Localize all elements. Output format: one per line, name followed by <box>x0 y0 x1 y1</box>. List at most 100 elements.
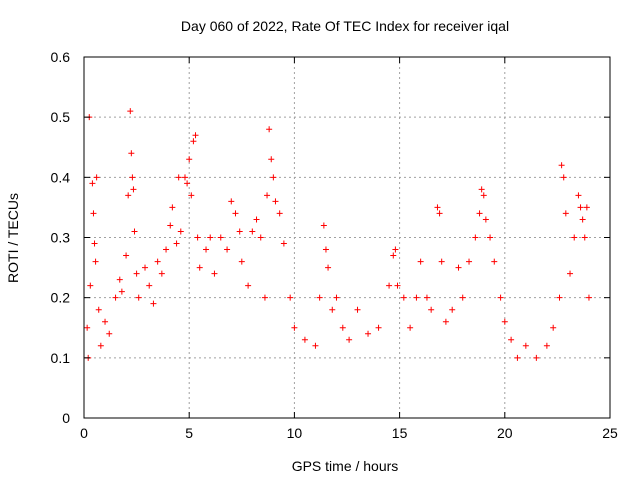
data-point <box>217 234 224 241</box>
data-point <box>211 270 218 277</box>
y-axis-label: ROTI / TECUs <box>5 193 21 283</box>
data-point <box>291 324 298 331</box>
data-point <box>173 240 180 247</box>
data-point <box>188 192 195 199</box>
data-point <box>585 294 592 301</box>
data-point <box>508 336 515 343</box>
data-point <box>238 258 245 265</box>
data-point <box>329 306 336 313</box>
data-point <box>333 294 340 301</box>
x-tick-label: 15 <box>392 425 408 441</box>
plot-frame <box>83 56 611 419</box>
data-point <box>491 258 498 265</box>
data-point <box>438 258 445 265</box>
x-axis-label: GPS time / hours <box>292 458 399 474</box>
data-point <box>135 294 142 301</box>
data-point <box>118 288 125 295</box>
y-tick-label: 0.1 <box>51 350 71 366</box>
data-point <box>106 330 113 337</box>
data-point <box>472 234 479 241</box>
data-point <box>266 126 273 133</box>
data-point <box>158 270 165 277</box>
data-point <box>497 294 504 301</box>
data-point <box>579 216 586 223</box>
data-point <box>207 234 214 241</box>
data-point <box>133 270 140 277</box>
data-point <box>276 210 283 217</box>
data-point <box>154 258 161 265</box>
x-tick-label: 20 <box>497 425 513 441</box>
data-point <box>449 306 456 313</box>
data-point <box>232 210 239 217</box>
chart-title: Day 060 of 2022, Rate Of TEC Index for r… <box>181 18 509 34</box>
data-point <box>129 174 136 181</box>
data-point <box>167 222 174 229</box>
data-point <box>394 282 401 289</box>
data-point <box>272 198 279 205</box>
data-point <box>375 324 382 331</box>
y-tick-label: 0 <box>62 410 70 426</box>
data-point <box>177 228 184 235</box>
data-point <box>312 342 319 349</box>
data-point <box>550 324 557 331</box>
data-point <box>89 180 96 187</box>
data-point <box>325 264 332 271</box>
data-point <box>192 132 199 139</box>
data-point <box>436 210 443 217</box>
data-point <box>131 228 138 235</box>
grid-lines <box>84 57 610 418</box>
data-point <box>413 294 420 301</box>
data-point <box>125 192 132 199</box>
y-tick-label: 0.3 <box>51 230 71 246</box>
y-tick-label: 0.6 <box>51 49 71 65</box>
data-point <box>228 198 235 205</box>
data-point <box>558 162 565 169</box>
data-point <box>339 324 346 331</box>
data-points <box>84 108 592 361</box>
x-tick-label: 5 <box>185 425 193 441</box>
data-point <box>181 174 188 181</box>
data-point <box>386 282 393 289</box>
data-point <box>320 222 327 229</box>
data-point <box>261 294 268 301</box>
data-point <box>130 186 137 193</box>
data-point <box>522 342 529 349</box>
data-point <box>123 252 130 259</box>
data-point <box>346 336 353 343</box>
data-point <box>480 192 487 199</box>
data-point <box>577 204 584 211</box>
data-point <box>270 174 277 181</box>
data-point <box>390 252 397 259</box>
data-point <box>84 324 91 331</box>
data-point <box>301 336 308 343</box>
data-point <box>249 228 256 235</box>
y-tick-label: 0.2 <box>51 290 71 306</box>
data-point <box>264 192 271 199</box>
data-point <box>567 270 574 277</box>
y-tick-label: 0.5 <box>51 109 71 125</box>
data-point <box>482 216 489 223</box>
data-point <box>434 204 441 211</box>
data-point <box>92 258 99 265</box>
data-point <box>466 258 473 265</box>
data-point <box>175 174 182 181</box>
data-point <box>560 174 567 181</box>
x-tick-label: 10 <box>287 425 303 441</box>
data-point <box>562 210 569 217</box>
data-point <box>501 318 508 325</box>
data-point <box>478 186 485 193</box>
data-point <box>203 246 210 253</box>
data-point <box>514 354 521 361</box>
data-point <box>116 276 123 283</box>
data-point <box>245 282 252 289</box>
data-point <box>268 156 275 163</box>
x-tick-label: 0 <box>80 425 88 441</box>
data-point <box>392 246 399 253</box>
data-point <box>423 294 430 301</box>
data-point <box>487 234 494 241</box>
data-point <box>253 216 260 223</box>
data-point <box>257 234 264 241</box>
data-point <box>556 294 563 301</box>
data-point <box>186 156 193 163</box>
